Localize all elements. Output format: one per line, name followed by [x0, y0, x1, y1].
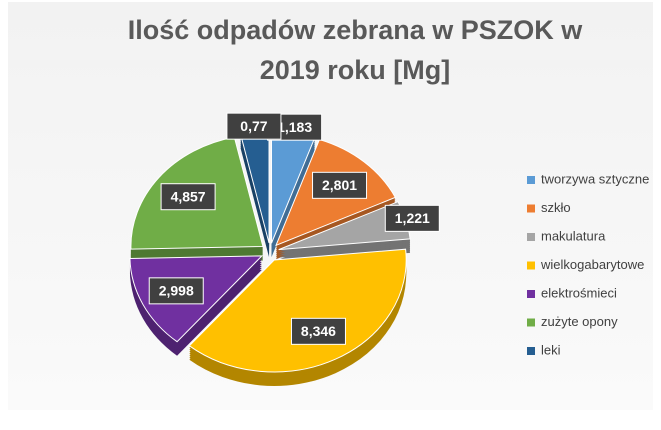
legend-label: makulatura	[541, 228, 606, 243]
label-box	[384, 204, 440, 232]
legend-swatch	[527, 290, 535, 298]
legend-swatch	[527, 261, 535, 270]
label-box	[290, 317, 346, 345]
label-box	[312, 171, 368, 199]
legend-swatch	[527, 318, 535, 327]
data-label: 1,183	[277, 119, 312, 135]
legend-swatch	[527, 347, 535, 355]
legend-label: wielkogabarytowe	[540, 257, 644, 272]
slice	[188, 248, 407, 373]
legend-swatch	[527, 176, 535, 184]
legend-label: zużyte opony	[541, 314, 618, 329]
data-label: 8,346	[301, 323, 336, 339]
label-box	[148, 277, 204, 305]
data-label: 4,857	[171, 188, 206, 204]
data-label: 2,998	[159, 283, 194, 299]
legend-label: szkło	[541, 200, 571, 215]
legend-label: leki	[541, 342, 561, 357]
chart-title: 2019 roku [Mg]	[260, 55, 451, 85]
label-box	[226, 112, 282, 140]
legend-label: elektrośmieci	[541, 285, 617, 300]
data-label: 0,77	[240, 118, 267, 134]
chart-title: Ilość odpadów zebrana w PSZOK w	[128, 15, 584, 45]
label-box	[160, 183, 216, 211]
legend-label: tworzywa sztyczne	[541, 171, 649, 186]
legend-swatch	[527, 204, 535, 213]
legend-swatch	[527, 233, 535, 241]
data-label: 2,801	[322, 177, 357, 193]
data-label: 1,221	[395, 210, 430, 226]
